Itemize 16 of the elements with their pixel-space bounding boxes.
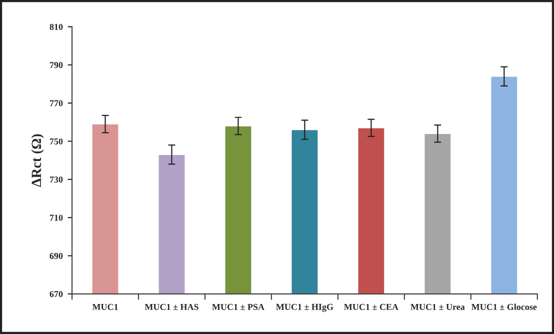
y-tick-label: 730: [50, 176, 63, 183]
x-tick-label: MUC1 ± PSA: [212, 304, 264, 310]
y-tick-label: 710: [50, 214, 63, 221]
y-tick-label: 670: [50, 291, 63, 298]
y-tick-label: 810: [50, 24, 63, 30]
x-tick-label: MUC1 ± HIgG: [276, 304, 334, 312]
y-tick-label: 690: [50, 252, 63, 259]
x-tick-label: MUC1 ± Glocose: [471, 304, 537, 310]
x-tick-label: MUC1 ± CEA: [344, 304, 398, 310]
y-tick-label: 790: [50, 62, 63, 68]
x-tick-label: MUC1: [92, 304, 118, 310]
y-tick-label: 750: [50, 138, 63, 144]
x-tick-label: MUC1 ± HAS: [144, 304, 198, 310]
x-tick-label: MUC1 ± Urea: [410, 304, 465, 310]
y-tick-label: 770: [50, 100, 63, 106]
y-axis-title: ΔRct (Ω): [31, 134, 44, 187]
